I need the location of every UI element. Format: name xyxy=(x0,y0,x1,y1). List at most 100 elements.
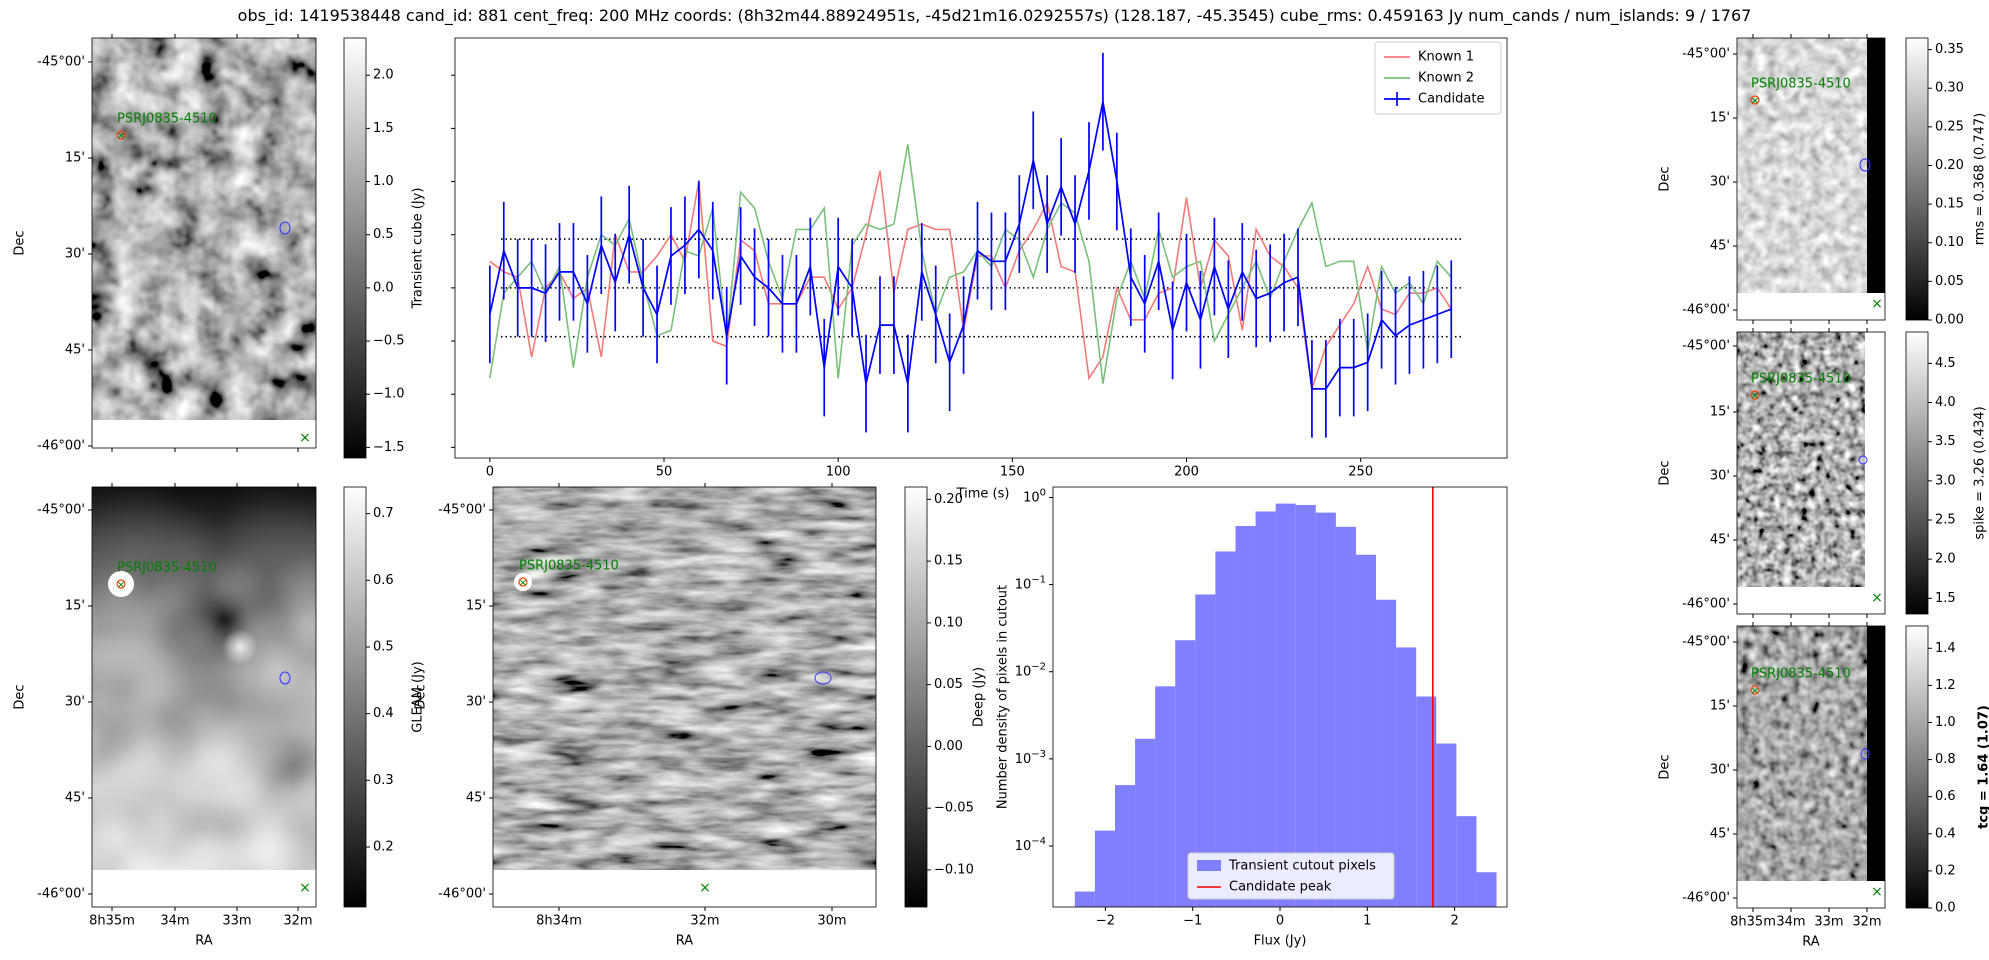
colorbar-tick-label: 0.30 xyxy=(1935,81,1964,96)
ra-tick-label: 30m xyxy=(817,914,846,929)
image-spike xyxy=(1737,332,1865,587)
source-marker xyxy=(116,130,126,140)
histogram-bar xyxy=(1135,738,1156,907)
histogram-bar xyxy=(1456,816,1477,907)
panel-frame xyxy=(1736,625,1886,909)
colorbar-tick-label: 0.20 xyxy=(1935,158,1964,173)
dec-tick-label: 30' xyxy=(65,247,85,262)
ra-tick-label: 32m xyxy=(690,914,719,929)
colorbar-tick-label: 3.5 xyxy=(1935,434,1956,449)
image-tcg xyxy=(1737,626,1867,881)
colorbar-tick-label: 0.4 xyxy=(373,706,394,721)
dec-axis-label: Dec xyxy=(13,230,28,255)
colorbar-gradient xyxy=(1905,331,1929,615)
dec-tick-label: -46°00' xyxy=(1682,303,1730,318)
candidate-circle xyxy=(279,671,291,685)
dec-tick-label: 15' xyxy=(1710,405,1730,420)
colorbar-tick-label: 0.20 xyxy=(934,492,963,507)
dec-tick-label: -45°00' xyxy=(1682,339,1730,354)
source-cross: × xyxy=(116,129,125,142)
colorbar-gradient xyxy=(904,486,928,908)
legend-box xyxy=(1374,41,1502,115)
image-blob xyxy=(222,629,258,665)
x-axis-label: Flux (Jy) xyxy=(1254,934,1307,949)
source-marker xyxy=(1750,685,1760,695)
legend-label: Candidate xyxy=(1418,92,1484,107)
x-tick-label: 100 xyxy=(826,465,851,480)
colorbar-tick-label: 1.0 xyxy=(1935,715,1956,730)
ra-tick-label: 34m xyxy=(160,914,189,929)
histogram-bar xyxy=(1355,554,1377,907)
dec-tick-label: -45°00' xyxy=(37,55,85,70)
colorbar-label: tcg = 1.64 (1.07) xyxy=(1977,705,1989,829)
dec-tick-label: 45' xyxy=(1710,827,1730,842)
x-tick-label: 250 xyxy=(1348,465,1373,480)
colorbar-tick-label: 0.10 xyxy=(934,615,963,630)
colorbar-tick-label: 1.4 xyxy=(1935,641,1956,656)
colorbar-tick-label: 0.6 xyxy=(1935,789,1956,804)
colorbar-label: Transient cube (Jy) xyxy=(411,188,426,310)
histogram-bar xyxy=(1275,503,1296,907)
colorbar-tick-label: 2.5 xyxy=(1935,513,1956,528)
series-line-1 xyxy=(489,144,1452,384)
ra-tick-label: 8h35m xyxy=(1730,915,1776,930)
histogram-bar xyxy=(1155,686,1176,907)
colorbar-label: GLEAM (Jy) xyxy=(411,661,426,732)
colorbar-label: rms = 0.368 (0.747) xyxy=(1973,113,1988,245)
green-cross: × xyxy=(1871,590,1883,606)
green-cross: × xyxy=(1871,296,1883,312)
legend-label: Known 2 xyxy=(1418,71,1474,86)
y-tick-label: 10−3 xyxy=(1015,749,1046,767)
dec-tick-label: -45°00' xyxy=(37,503,85,518)
green-cross: × xyxy=(299,880,311,896)
colorbar-rms: 0.35 0.30 0.25 0.20 0.15 0.10 0.05 0.00 rms = 0.… xyxy=(1905,37,1988,328)
histogram-bar xyxy=(1215,551,1236,907)
histogram-bar xyxy=(1074,891,1095,907)
ra-tick-label: 32m xyxy=(1852,915,1881,930)
y-tick-label: 10−1 xyxy=(1015,575,1046,593)
colorbar-spike: 4.5 4.0 3.5 3.0 2.5 2.0 1.5 spike = 3.26 (0.434… xyxy=(1905,331,1988,615)
dec-tick-label: 15' xyxy=(1710,699,1730,714)
colorbar-tick-label: −0.10 xyxy=(934,862,974,877)
dec-tick-label: 15' xyxy=(65,599,85,614)
colorbar-tick-label: 0.05 xyxy=(934,677,963,692)
colorbar-tick-label: 0.4 xyxy=(1935,826,1956,841)
x-tick-label: 0 xyxy=(1276,914,1284,929)
colorbar-tick-label: 0.25 xyxy=(1935,119,1964,134)
dec-axis-label: Dec xyxy=(13,684,28,709)
candidate-circle xyxy=(279,221,291,235)
dec-tick-label: 15' xyxy=(466,599,486,614)
legend: Transient cutout pixels Candidate peak xyxy=(1187,852,1395,900)
series-line-2 xyxy=(488,101,1452,390)
green-cross: × xyxy=(299,430,311,446)
dec-tick-label: -46°00' xyxy=(37,887,85,902)
colorbar-tick-label: 0.00 xyxy=(1935,313,1964,328)
colorbar-tick-label: −0.5 xyxy=(373,334,405,349)
dec-tick-label: -45°00' xyxy=(1682,47,1730,62)
histogram-bar xyxy=(1315,512,1336,907)
histogram-bar xyxy=(1416,696,1437,907)
series-line-0 xyxy=(489,170,1452,390)
colorbar-deep: 0.20 0.15 0.10 0.05 0.00 −0.05 −0.10 Deep (Jy) xyxy=(904,486,987,908)
histogram-bar xyxy=(1114,785,1136,907)
cutout-panel-deep: × PSRJ0835-4510 × -45°00' 15' 30' 45' -46°00' De… xyxy=(414,483,877,949)
colorbar-gradient xyxy=(343,37,367,459)
source-cross: × xyxy=(116,578,125,591)
dec-tick-label: -45°00' xyxy=(1682,635,1730,650)
colorbar-tick-label: −1.5 xyxy=(373,440,405,455)
image-transient_cube xyxy=(92,38,316,420)
ra-axis-label: RA xyxy=(676,934,694,949)
y-tick-label: 100 xyxy=(1023,487,1046,505)
panel-frame xyxy=(91,37,317,449)
colorbar-tick-label: 4.0 xyxy=(1935,395,1956,410)
histogram-bar xyxy=(1255,511,1276,907)
colorbar-tick-label: 1.0 xyxy=(373,174,394,189)
source-cross: × xyxy=(1750,94,1759,107)
ra-axis-label: RA xyxy=(195,934,213,949)
dec-tick-label: 30' xyxy=(65,695,85,710)
dec-tick-label: 45' xyxy=(1710,533,1730,548)
dec-axis-label: Dec xyxy=(1658,460,1673,485)
dec-tick-label: 45' xyxy=(65,343,85,358)
legend-label: Known 1 xyxy=(1418,50,1474,65)
figure-title: obs_id: 1419538448 cand_id: 881 cent_fre… xyxy=(237,6,1752,25)
